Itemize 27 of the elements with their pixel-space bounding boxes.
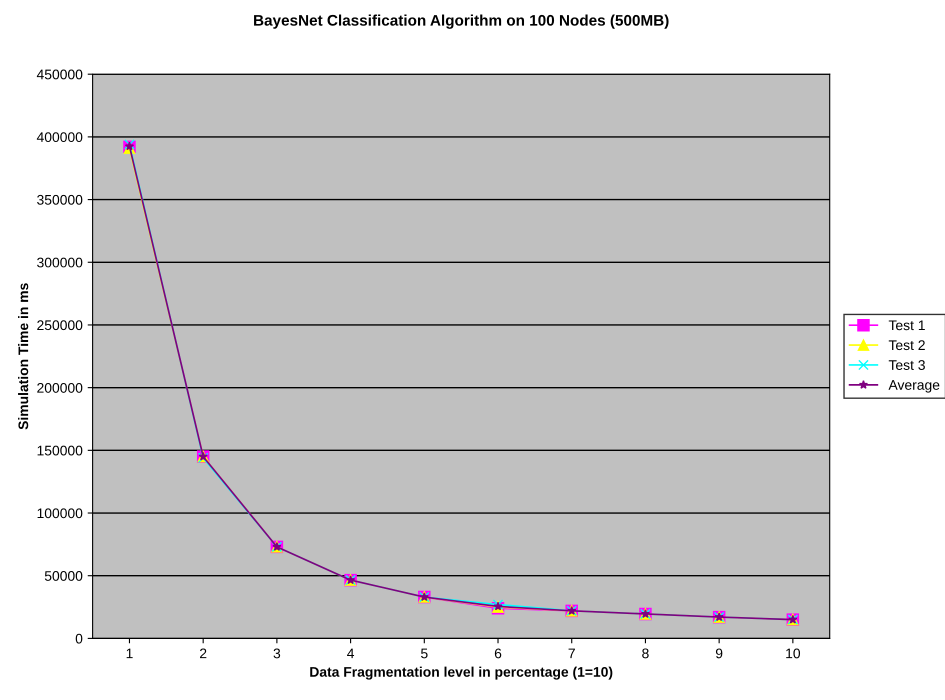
y-tick-label: 50000 [44, 571, 82, 581]
legend-label: Test 2 [888, 340, 925, 350]
y-tick-label: 250000 [37, 320, 82, 330]
legend-label: Average [888, 380, 940, 393]
x-tick-label: 2 [200, 648, 206, 658]
y-tick-label: 450000 [36, 70, 82, 80]
y-axis-title: Simulation Time in ms [18, 283, 28, 430]
legend-label: Test 3 [888, 360, 925, 370]
y-tick-label: 200000 [37, 382, 82, 393]
x-tick-label: 6 [494, 648, 502, 658]
y-tick-label: 350000 [37, 194, 82, 205]
x-tick-label: 8 [642, 648, 649, 658]
y-tick-label: 100000 [38, 508, 82, 518]
legend-label: Test 1 [888, 320, 925, 330]
x-tick-label: 1 [126, 648, 133, 658]
y-tick-label: 0 [76, 634, 82, 644]
x-axis-title: Data Fragmentation level in percentage (1=10) [310, 666, 612, 680]
y-tick-label: 150000 [38, 446, 82, 456]
x-tick-label: 5 [421, 648, 428, 658]
y-tick-label: 300000 [37, 258, 82, 268]
x-tick-label: 3 [274, 648, 280, 658]
x-tick-label: 4 [347, 648, 354, 658]
x-tick-label: 10 [786, 648, 800, 658]
chart-title: BayesNet Classification Algorithm on 100 Nodes (500MB) [254, 14, 669, 29]
x-tick-label: 9 [716, 648, 722, 658]
y-tick-label: 400000 [36, 132, 82, 142]
x-tick-label: 7 [568, 648, 575, 658]
